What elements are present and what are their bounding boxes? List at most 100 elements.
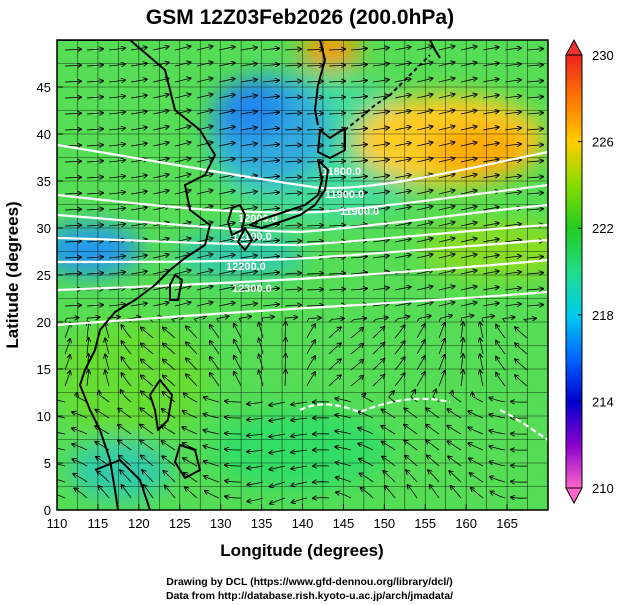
streamline-arrow [526, 65, 543, 66]
streamline-arrow [526, 81, 543, 82]
streamline-arrow [526, 273, 543, 274]
streamline-arrow [448, 409, 462, 419]
streamline-arrow [122, 485, 132, 499]
streamline-arrow [174, 62, 191, 67]
streamline-arrow [336, 462, 352, 467]
streamline-arrow [438, 270, 455, 275]
streamline-arrow [186, 374, 198, 387]
streamline-arrow [285, 322, 286, 339]
streamline-arrow [262, 288, 279, 290]
streamline-arrow [141, 360, 154, 371]
streamline-arrow [490, 462, 506, 467]
streamline-arrow [438, 78, 455, 83]
streamline-arrow [460, 46, 477, 51]
streamline-arrow [306, 324, 315, 339]
streamline-arrow [504, 112, 521, 114]
streamline-arrow [405, 456, 418, 467]
streamline-arrow [359, 459, 374, 467]
streamline-arrow [130, 207, 147, 210]
streamline-arrow [460, 222, 477, 227]
streamline-arrow [372, 96, 389, 98]
streamline-arrow [526, 193, 543, 194]
contour-label: 12000.0 [238, 213, 278, 225]
coast-sakhalin [314, 40, 326, 126]
streamline-arrow [152, 175, 169, 179]
streamline-arrow [382, 457, 396, 467]
streamline-arrow [240, 112, 257, 115]
streamline-arrow [152, 143, 169, 147]
streamline-arrow [142, 470, 154, 483]
streamline-arrow [482, 47, 499, 51]
colorbar-frame [565, 54, 583, 489]
contour-label: 12200.0 [226, 261, 266, 273]
streamline-arrow [186, 358, 198, 371]
streamline-arrow [262, 128, 279, 130]
streamline-arrow [496, 341, 506, 355]
streamline-arrow [350, 112, 367, 114]
streamline-arrow [86, 81, 103, 82]
streamline-arrow [394, 287, 411, 291]
streamline-arrow [130, 287, 147, 290]
streamline-arrow [460, 142, 477, 147]
streamline-arrow [515, 375, 528, 387]
streamline-arrow [358, 412, 374, 419]
streamline-arrow [350, 360, 363, 371]
streamline-arrow [196, 62, 213, 67]
streamline-arrow [163, 328, 176, 339]
streamline-arrow [98, 486, 110, 499]
streamline-arrow [152, 111, 169, 115]
streamline-arrow [394, 373, 405, 387]
streamline-arrow [328, 113, 345, 114]
streamline-arrow [404, 441, 418, 451]
streamline-arrow [335, 431, 352, 435]
streamline-arrow [504, 240, 521, 242]
streamline-arrow [416, 94, 433, 99]
streamline-arrow [218, 143, 235, 147]
streamline-arrow [394, 95, 411, 99]
streamline-arrow [204, 461, 220, 467]
x-tick-label: 145 [333, 516, 355, 531]
streamline-arrow [174, 46, 191, 51]
streamline-arrow [350, 318, 366, 323]
streamline-arrow [218, 223, 235, 227]
streamline-arrow [372, 343, 384, 355]
streamline-arrow [394, 325, 405, 339]
streamline-arrow [205, 491, 220, 499]
streamline-arrow [234, 356, 242, 371]
streamline-arrow [460, 94, 477, 99]
streamline-arrow [460, 158, 477, 163]
x-tick-label: 125 [169, 516, 191, 531]
streamline-arrow [184, 473, 198, 483]
streamline-arrow [372, 359, 384, 371]
streamline-arrow [480, 354, 484, 371]
streamline-arrow [372, 144, 389, 146]
streamline-arrow [291, 418, 308, 420]
streamline-arrow [291, 402, 308, 405]
streamline-arrow [218, 255, 235, 259]
coast-luzon [149, 379, 173, 431]
streamline-arrow [350, 80, 367, 82]
streamline-arrow [438, 315, 452, 323]
streamline-arrow [306, 209, 323, 210]
streamline-arrow [122, 357, 132, 371]
streamline-arrow [234, 372, 242, 387]
streamline-arrow [86, 317, 99, 323]
coast-kuril-islands [344, 54, 431, 131]
streamline-arrow [269, 417, 286, 421]
streamline-arrow [372, 375, 384, 387]
streamline-arrow [328, 177, 345, 178]
streamline-arrow [130, 303, 147, 306]
contour-label: 11900.0 [325, 189, 364, 201]
contour-label-group: 11800.0 11900.0 11900.0 12000.0 12100.0 … [226, 166, 379, 295]
streamline-arrow [99, 391, 110, 403]
plot-area: 11800.0 11900.0 11900.0 12000.0 12100.0 … [57, 40, 548, 510]
streamline-arrow [284, 305, 301, 306]
streamline-arrow [284, 193, 301, 194]
streamline-arrow [496, 357, 506, 371]
streamline-arrow [460, 174, 477, 179]
streamline-arrow [328, 97, 345, 98]
streamline-arrow [234, 324, 242, 339]
streamline-arrow [416, 206, 433, 211]
streamline-arrow [72, 444, 88, 451]
streamline-arrow [108, 160, 125, 162]
